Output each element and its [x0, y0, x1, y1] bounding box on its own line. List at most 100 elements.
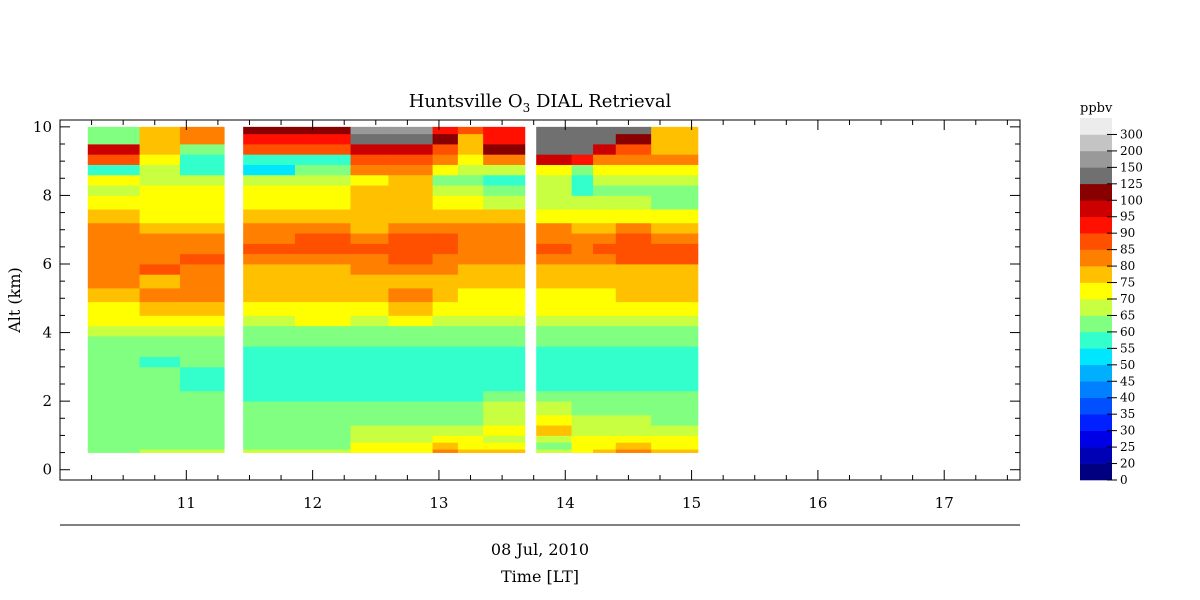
heatmap-cell: [432, 195, 459, 210]
heatmap-cell: [388, 336, 434, 347]
heatmap-cell: [388, 154, 434, 165]
heatmap-cell: [432, 233, 459, 244]
heatmap-cell: [432, 390, 459, 402]
heatmap-cell: [388, 126, 434, 135]
heatmap-cell: [388, 356, 434, 368]
heatmap-cell: [651, 133, 699, 145]
heatmap-cell: [87, 288, 140, 303]
heatmap-cell: [180, 414, 225, 426]
heatmap-cell: [180, 222, 225, 234]
heatmap-cell: [536, 414, 572, 426]
colorbar-swatch: [1080, 183, 1112, 201]
heatmap-cell: [457, 356, 484, 368]
y-axis: 0 2 4 6 8 10: [33, 118, 1020, 479]
heatmap-cell: [593, 449, 617, 453]
colorbar-tick-label: 40: [1120, 391, 1135, 405]
heatmap-cell: [593, 315, 617, 327]
y-tick-label: 2: [42, 392, 52, 410]
heatmap-cell: [294, 243, 351, 255]
heatmap-cell: [615, 366, 652, 381]
heatmap-cell: [571, 154, 594, 165]
heatmap-cell: [294, 336, 351, 347]
heatmap-cell: [536, 336, 572, 347]
heatmap-cell: [571, 233, 594, 244]
heatmap-cell: [651, 174, 699, 186]
heatmap-cell: [483, 442, 526, 450]
heatmap-cell: [536, 401, 572, 416]
colorbar-swatch: [1080, 233, 1112, 250]
heatmap-cell: [615, 315, 652, 327]
heatmap-cell: [536, 380, 572, 392]
heatmap-cell: [457, 336, 484, 347]
colorbar-tick-label: 65: [1120, 308, 1135, 322]
heatmap-cell: [350, 390, 389, 402]
heatmap-cell: [651, 435, 699, 443]
heatmap-cell: [294, 233, 351, 244]
heatmap-cell: [651, 366, 699, 381]
x-tick-label: 12: [303, 494, 322, 512]
colorbar-swatch: [1080, 381, 1112, 399]
heatmap-cell: [457, 449, 484, 453]
heatmap-cell: [483, 274, 526, 289]
heatmap-cell: [432, 154, 459, 165]
heatmap-cell: [651, 401, 699, 416]
heatmap-cell: [139, 243, 181, 255]
heatmap-cell: [432, 185, 459, 196]
heatmap-cell: [294, 154, 351, 165]
heatmap-cell: [571, 185, 594, 196]
colorbar-swatch: [1080, 364, 1112, 382]
heatmap-cell: [651, 233, 699, 244]
heatmap-cell: [243, 401, 296, 416]
heatmap-cell: [457, 274, 484, 289]
heatmap-cell: [388, 164, 434, 176]
heatmap-cell: [180, 233, 225, 244]
heatmap-cell: [139, 301, 181, 316]
heatmap-cell: [350, 126, 389, 135]
heatmap-cell: [432, 401, 459, 416]
heatmap-cell: [350, 233, 389, 244]
heatmap-cell: [536, 425, 572, 436]
heatmap-cell: [651, 195, 699, 210]
heatmap-cell: [536, 185, 572, 196]
heatmap-cell: [593, 442, 617, 450]
heatmap-cell: [139, 356, 181, 368]
heatmap-cell: [350, 195, 389, 210]
heatmap-cell: [243, 174, 296, 186]
heatmap-cell: [87, 144, 140, 155]
heatmap-cell: [483, 346, 526, 357]
heatmap-cell: [180, 301, 225, 316]
heatmap-cell: [571, 356, 594, 368]
y-tick-label: 10: [33, 118, 52, 136]
heatmap-cell: [483, 380, 526, 392]
heatmap-cell: [483, 301, 526, 316]
heatmap-cell: [87, 164, 140, 176]
heatmap-cell: [139, 336, 181, 347]
heatmap-cell: [87, 401, 140, 416]
heatmap-cell: [571, 164, 594, 176]
heatmap-cell: [243, 380, 296, 392]
heatmap-cell: [87, 264, 140, 275]
heatmap-cell: [139, 288, 181, 303]
heatmap-cell: [388, 274, 434, 289]
heatmap-cell: [350, 325, 389, 337]
heatmap-cell: [651, 425, 699, 436]
heatmap-cell: [615, 390, 652, 402]
heatmap-cell: [388, 401, 434, 416]
heatmap-cell: [457, 243, 484, 255]
heatmap-cell: [180, 346, 225, 357]
heatmap-cell: [388, 315, 434, 327]
heatmap-cell: [388, 449, 434, 453]
heatmap-cell: [571, 325, 594, 337]
heatmap-cell: [483, 366, 526, 381]
heatmap-cell: [615, 401, 652, 416]
heatmap-cell: [432, 144, 459, 155]
heatmap-cell: [432, 425, 459, 436]
heatmap-cell: [180, 253, 225, 265]
colorbar-swatch: [1080, 216, 1112, 234]
x-tick-label: 17: [935, 494, 954, 512]
heatmap-cells: [87, 126, 699, 453]
heatmap-cell: [571, 222, 594, 234]
heatmap-cell: [180, 126, 225, 135]
heatmap-cell: [350, 154, 389, 165]
